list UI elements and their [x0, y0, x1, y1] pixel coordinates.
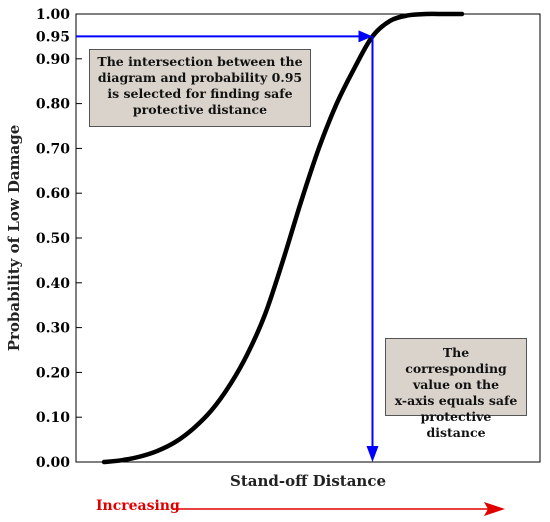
guide-vertical-arrowhead — [366, 446, 379, 462]
y-axis-tick-labels: 0.00 0.10 0.20 0.30 0.40 0.50 0.60 0.70 0.80 0.90… — [36, 7, 70, 471]
increasing-label: Increasing — [96, 498, 180, 514]
annotation-intersection-line: protective distance — [132, 102, 268, 117]
y-tick-label: 0.50 — [36, 231, 70, 247]
y-tick-label: 0.60 — [36, 186, 70, 202]
y-tick-label: 0.90 — [36, 52, 70, 68]
annotation-corresponding-line: protective distance — [420, 409, 492, 440]
annotation-intersection: The intersection between the diagram and… — [89, 49, 311, 127]
y-tick-label: 0.70 — [36, 141, 70, 157]
guide-horizontal-arrowhead — [358, 30, 373, 43]
y-tick-label: 0.10 — [36, 410, 70, 426]
probability-curve — [101, 11, 465, 465]
x-axis-title: Stand-off Distance — [230, 472, 386, 490]
y-tick-label: 0.30 — [36, 321, 70, 337]
y-tick-label: 0.40 — [36, 276, 70, 292]
y-axis-ticks — [76, 13, 82, 463]
annotation-corresponding-line: value on the — [412, 377, 500, 392]
y-tick-label: 0.95 — [36, 29, 70, 45]
y-tick-label: 0.80 — [36, 97, 70, 113]
y-tick-label: 0.20 — [36, 365, 70, 381]
increasing-arrowhead — [484, 502, 505, 516]
annotation-intersection-line: The intersection between the — [97, 54, 303, 69]
y-tick-label: 0.00 — [36, 455, 70, 471]
annotation-intersection-line: diagram and probability 0.95 — [97, 70, 303, 85]
annotation-corresponding-line: The corresponding — [405, 345, 507, 376]
y-tick-label: 1.00 — [36, 7, 70, 23]
annotation-corresponding-line: x-axis equals safe — [394, 393, 518, 408]
annotation-corresponding-value: The corresponding value on the x-axis eq… — [385, 338, 527, 440]
y-axis-title: Probability of Low Damage — [5, 125, 23, 352]
annotation-intersection-line: is selected for finding safe — [107, 86, 293, 101]
